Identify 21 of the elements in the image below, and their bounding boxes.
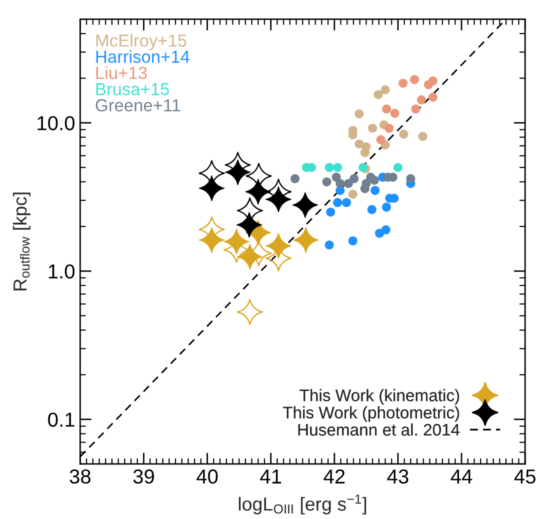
text: McElroy+15 (96, 34, 186, 50)
text: Brusa+15 (96, 83, 169, 96)
x-tick-label: 38 (70, 469, 90, 484)
x-axis-title: logL$_{OIII}$ [erg s$^{−1}$] (238, 494, 366, 514)
legend-label: This Work (kinematic) (300, 389, 460, 405)
y-axis-title: R$_{outflow}$ [kpc] (12, 192, 30, 290)
legend-label: This Work (photometric) (282, 406, 460, 422)
x-tick-label: 40 (196, 469, 218, 484)
y-tick-label: 0.1 (48, 412, 74, 427)
y-tick-label: 10.0 (38, 116, 75, 130)
text: Harrison+14 (96, 50, 190, 63)
x-tick-label: 43 (387, 469, 408, 484)
x-tick-label: 42 (324, 469, 345, 484)
x-tick-label: 41 (260, 470, 282, 484)
x-tick-label: 45 (514, 470, 536, 484)
text: Greene+11 (96, 99, 180, 112)
x-tick-label: 39 (133, 469, 154, 484)
legend-label: Husemann et al. 2014 (298, 423, 460, 436)
y-tick-label: 1.0 (48, 264, 75, 279)
text: Liu+13 (96, 66, 147, 80)
x-tick-label: 44 (450, 470, 472, 484)
